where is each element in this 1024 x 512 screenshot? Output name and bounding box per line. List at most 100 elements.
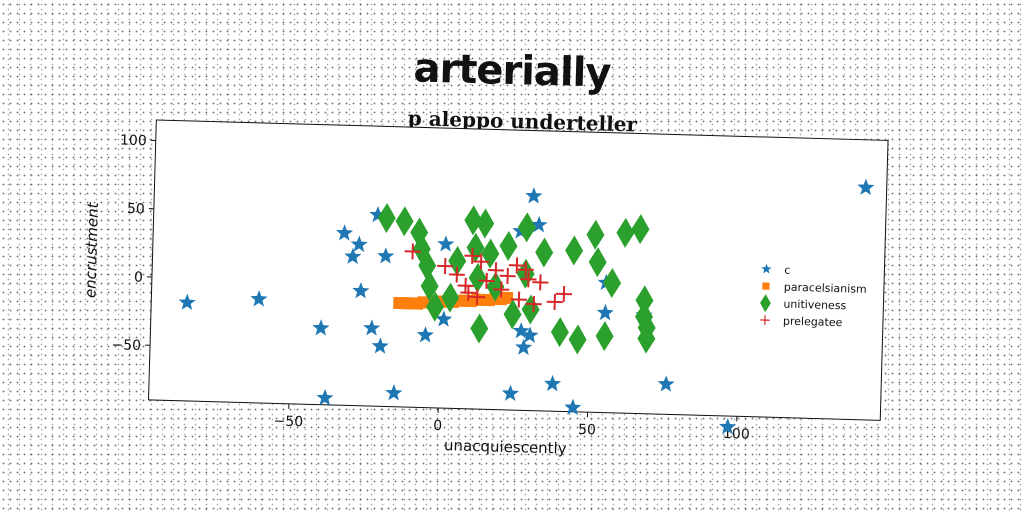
c-point <box>543 374 562 392</box>
unitiveness-point <box>395 206 414 237</box>
unitiveness-point <box>499 230 518 261</box>
legend-label-prelegatee: prelegatee <box>783 315 843 330</box>
unitiveness-point <box>448 245 467 276</box>
unitiveness-point <box>470 313 489 344</box>
x-tick-label: 0 <box>433 418 442 434</box>
unitiveness-point <box>476 208 495 239</box>
c-point <box>377 247 395 264</box>
unitiveness-point <box>486 271 505 302</box>
c-point <box>657 375 675 392</box>
legend-marker-unitiveness <box>760 294 771 313</box>
prelegatee-point <box>487 262 504 279</box>
legend-label-paracelsianism: paracelsianism <box>784 281 867 296</box>
paracelsianism-point <box>500 291 514 305</box>
x-axis: −50 0 50 100 <box>273 403 750 443</box>
unitiveness-point <box>535 237 554 268</box>
plot-marks <box>178 178 875 435</box>
y-tick-label: 50 <box>127 201 145 217</box>
unitiveness-point <box>377 202 396 233</box>
unitiveness-point <box>637 323 656 354</box>
c-point <box>501 384 520 402</box>
prelegatee-point <box>517 261 534 278</box>
c-point <box>178 293 196 310</box>
c-point <box>564 398 582 416</box>
prelegatee-point <box>404 243 421 260</box>
c-point <box>596 303 614 321</box>
y-tick-label: −50 <box>111 337 141 354</box>
prelegatee-point <box>478 272 495 289</box>
c-point <box>350 235 368 252</box>
x-tick-label: −50 <box>273 413 303 430</box>
c-point <box>250 290 268 307</box>
c-point <box>369 206 387 223</box>
c-point <box>312 319 330 336</box>
y-tick-label: 100 <box>120 132 147 149</box>
c-point <box>719 417 737 435</box>
legend-label-c: c <box>784 264 790 277</box>
unitiveness-point <box>631 214 650 245</box>
unitiveness-point <box>565 235 584 266</box>
unitiveness-point <box>412 234 431 265</box>
unitiveness-point <box>464 205 483 236</box>
c-point <box>512 322 530 339</box>
c-point <box>515 338 533 355</box>
legend-label-unitiveness: unitiveness <box>783 298 846 313</box>
prelegatee-point <box>508 257 525 274</box>
c-point <box>521 326 539 343</box>
unitiveness-point <box>503 299 522 330</box>
unitiveness-point <box>586 219 605 250</box>
prelegatee-point <box>448 266 465 283</box>
c-point <box>385 384 403 401</box>
unitiveness-point <box>420 271 439 302</box>
series-unitiveness <box>377 202 656 355</box>
prelegatee-point <box>520 271 537 288</box>
unitiveness-point <box>635 285 654 316</box>
prelegatee-point <box>499 267 516 285</box>
prelegatee-point <box>555 285 572 303</box>
c-point <box>435 310 453 327</box>
c-point <box>336 224 354 241</box>
unitiveness-point <box>635 301 654 332</box>
c-point <box>525 187 543 204</box>
prelegatee-point <box>437 258 454 275</box>
prelegatee-point <box>532 274 549 291</box>
prelegatee-point <box>473 253 490 270</box>
y-axis: 100 50 0 −50 <box>111 132 156 354</box>
prelegatee-point <box>493 281 510 298</box>
prelegatee-point <box>460 284 477 301</box>
c-point <box>344 247 362 265</box>
c-point <box>857 178 875 196</box>
prelegatee-point <box>464 247 481 264</box>
unitiveness-point <box>550 317 569 348</box>
c-point <box>363 319 381 336</box>
c-point <box>437 235 455 252</box>
unitiveness-point <box>426 291 445 322</box>
prelegatee-point <box>469 289 486 306</box>
series-prelegatee <box>404 243 572 313</box>
unitiveness-point <box>441 282 460 313</box>
legend-marker-c <box>761 263 772 274</box>
c-point <box>352 282 370 299</box>
c-point <box>316 389 334 406</box>
legend: c paracelsianism unitiveness prelegatee <box>760 263 867 330</box>
unitiveness-point <box>521 294 540 325</box>
x-tick-label: 50 <box>578 422 596 438</box>
unitiveness-point <box>410 217 429 248</box>
prelegatee-point <box>525 296 542 313</box>
y-tick-label: 0 <box>134 270 143 286</box>
x-axis-label: unacquiescently <box>444 436 567 457</box>
unitiveness-point <box>517 212 536 243</box>
legend-marker-prelegatee <box>760 315 770 325</box>
prelegatee-point <box>510 291 527 308</box>
y-axis-label: encrustment <box>81 201 102 298</box>
unitiveness-point <box>595 321 614 352</box>
unitiveness-point <box>603 268 622 299</box>
legend-marker-paracelsianism <box>762 282 770 290</box>
unitiveness-point <box>588 247 607 278</box>
prelegatee-point <box>457 277 474 294</box>
c-point <box>416 326 434 343</box>
unitiveness-point <box>418 250 437 281</box>
unitiveness-point <box>568 324 587 355</box>
